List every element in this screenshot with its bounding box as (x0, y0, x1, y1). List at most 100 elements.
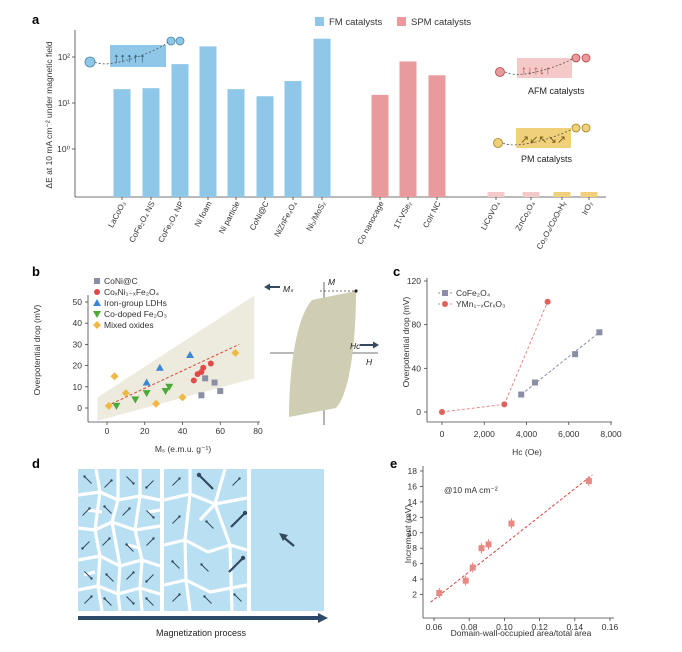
c-line-ymn-a (441, 403, 505, 413)
domain-arrow-head-5 (103, 505, 106, 508)
panel-b-points (104, 348, 240, 410)
fm-spin-arrows: ↑↑↑↑↑ (113, 50, 146, 65)
panel-label-b: b (32, 264, 40, 279)
bar-1 (142, 88, 160, 197)
bar-label-11: LiCoVO₄ (479, 200, 502, 232)
e-xtick-label-3: 0.12 (531, 622, 548, 632)
c-xtick-label-1: 2,000 (474, 429, 496, 439)
domain-arrow-7 (146, 510, 154, 518)
domain-wall-8 (127, 543, 141, 550)
bar-12 (522, 192, 540, 197)
domain-arrow-2 (126, 476, 134, 484)
b-ytick-label-0: 0 (77, 403, 82, 413)
domain-arrow-head-27 (200, 563, 203, 566)
domain-arrow-23 (172, 516, 180, 524)
domain-arrow-10 (126, 544, 134, 552)
domain-wall-11 (163, 492, 248, 506)
domain-arrow-head-8 (81, 547, 84, 550)
c-line-ymn-b (503, 301, 549, 405)
domain-arrow-15 (146, 574, 154, 582)
b-legend-marker-4 (93, 321, 101, 329)
panel-b-hysteresis: M Mₛ Hᴄ H (264, 277, 379, 425)
bar-label-1: CoFe₂O₄ NS (127, 200, 156, 244)
domain-wall-16 (198, 502, 217, 522)
c-point-1-0 (439, 409, 445, 415)
b-point-0-0 (198, 392, 205, 399)
domain-arrow-31 (234, 594, 242, 602)
b-point-0-2 (211, 379, 218, 386)
c-ytick-label-1: 40 (412, 363, 422, 373)
domain-arrow-head-15 (145, 580, 148, 583)
domain-arrow-head-10 (125, 543, 128, 546)
domain-wall-13 (163, 578, 248, 594)
b-point-0-3 (217, 388, 224, 395)
panel-b-xlabel: Mₛ (e.m.u. g⁻¹) (155, 444, 211, 454)
bar-14 (580, 192, 598, 197)
c-legend-label-0: CoFe₂O₄ (456, 288, 491, 298)
b-point-1-3 (200, 364, 207, 371)
afm-illustration: ↑↓↑↓↑ AFM catalysts (495, 53, 591, 96)
pm-label: PM catalysts (521, 154, 573, 164)
domain-arrow-18 (126, 596, 134, 604)
panel-c-axes: 0 2,000 4,000 6,000 8,000 0 40 80 120 (407, 276, 622, 439)
b-point-2-0 (142, 378, 151, 386)
c-ytick-label-3: 120 (407, 276, 421, 286)
b-ytick-label-1: 10 (73, 382, 83, 392)
e-point-5 (508, 520, 515, 527)
e-point-6 (585, 478, 592, 485)
domain-arrow-head-30 (203, 595, 206, 598)
domain-wall-6 (133, 469, 144, 612)
domain-arrow-14 (126, 572, 134, 580)
e-xtick-label-2: 0.10 (496, 622, 513, 632)
domain-arrow-head-7 (152, 516, 155, 519)
hyst-loop (289, 291, 356, 417)
e-xtick-label-5: 0.16 (602, 622, 619, 632)
panel-label-e: e (390, 456, 397, 471)
e-ytick-label-2: 6 (412, 559, 417, 569)
e-ytick-label-1: 4 (412, 574, 417, 584)
domain-wall-7 (87, 508, 103, 514)
domain-arrow-0 (84, 476, 92, 484)
c-xtick-label-2: 4,000 (516, 429, 538, 439)
b-point-4-3 (152, 399, 161, 408)
bar-5 (256, 96, 274, 197)
b-point-1-0 (190, 377, 197, 384)
c-legend-label-1: YMn₁₋ₓCrₓO₃ (456, 299, 505, 309)
panel-e: e Increment (mV) Domain-wall-occupied ar… (390, 456, 619, 638)
magnetization-process-bar (78, 616, 324, 620)
c-xtick-label-3: 6,000 (558, 429, 580, 439)
domain-arrow-6 (122, 508, 130, 516)
domain-arrows (81, 472, 295, 606)
e-ytick-label-4: 10 (408, 528, 418, 538)
domain-arrow-head-17 (103, 597, 106, 600)
domain-arrow-head-4 (88, 507, 91, 510)
panel-label-c: c (393, 264, 400, 279)
b-point-1-4 (207, 360, 214, 367)
panel-e-annotation: @10 mA cm⁻² (444, 485, 498, 495)
b-legend-marker-3 (93, 311, 101, 318)
b-legend-label-3: Co-doped Fe₂O₃ (104, 309, 167, 319)
domain-arrow-8 (82, 541, 90, 549)
panel-c-ylabel: Overpotential drop (mV) (401, 296, 411, 387)
domain-arrow-head-12 (90, 577, 93, 580)
panel-c: c Overpotential drop (mV) Hᴄ (Oe) 0 2,000… (393, 264, 622, 457)
domain-wall-9 (83, 570, 96, 577)
magnetization-process-label: Magnetization process (156, 628, 247, 638)
panel-b-axes: 0 20 40 60 80 0 10 20 30 40 50 (73, 295, 263, 436)
legend-fm-label: FM catalysts (329, 17, 383, 28)
domain-arrow-26 (172, 561, 180, 569)
bar-9 (399, 61, 417, 198)
c-legend-marker-0 (442, 290, 448, 296)
legend-fm-swatch (315, 17, 324, 26)
domain-arrow-head-25 (242, 510, 248, 516)
e-ytick-label-6: 14 (408, 497, 418, 507)
panel-a-ylabel: ΔE at 10 mA cm⁻² under magnetic field (44, 41, 54, 188)
domain-wall-15 (213, 468, 234, 612)
e-fit-line (430, 474, 593, 603)
e-point-2 (469, 564, 476, 571)
b-fit-line (106, 343, 240, 407)
panel-a-bars (113, 38, 598, 198)
domain-arrow-11 (146, 538, 154, 546)
c-legend-marker-1 (442, 301, 448, 307)
